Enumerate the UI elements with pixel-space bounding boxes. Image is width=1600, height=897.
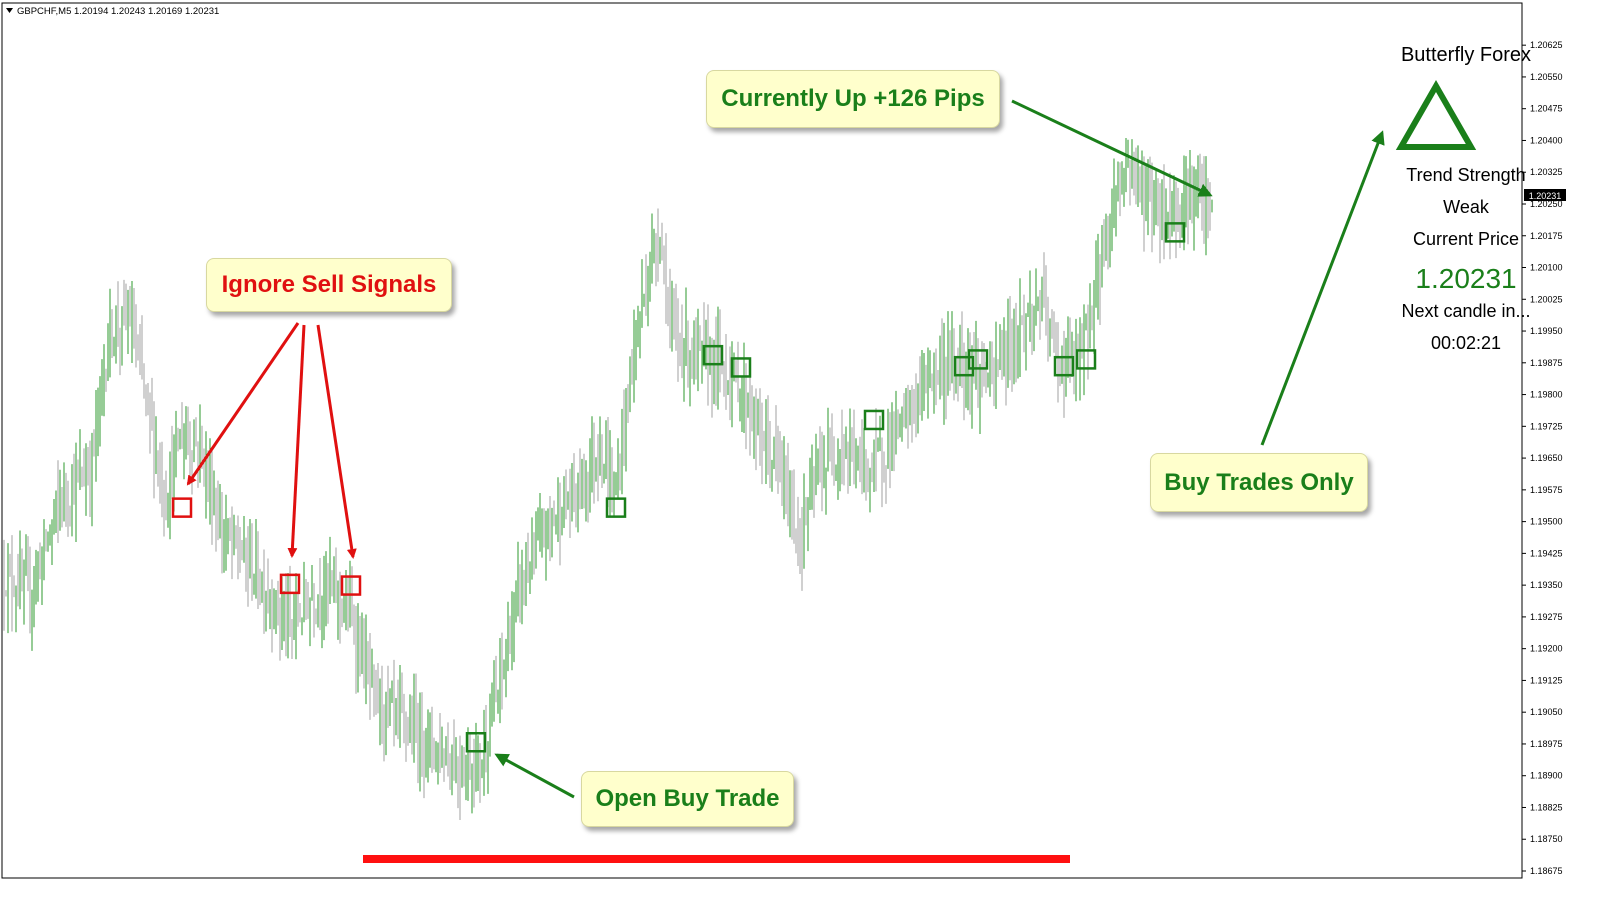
sell-signal-marker [340,575,362,596]
buy-arrow-current [1011,99,1213,197]
buy-signal-marker [1053,355,1075,377]
y-tick-label: 1.19050 [1530,707,1563,717]
y-tick-label: 1.18975 [1530,739,1563,749]
y-tick-label: 1.19725 [1530,421,1563,431]
sell-arrow-1 [186,322,300,486]
price-axis: 1.20625 1.20550 1.20475 1.20400 1.20325 1.202… [1522,40,1563,876]
y-tick-label: 1.18675 [1530,866,1563,876]
currently-up-callout: Currently Up +126 Pips [706,70,1000,128]
y-tick-label: 1.20475 [1530,104,1563,114]
trend-strength-label: Trend Strength [1406,165,1526,185]
buy-only-callout: Buy Trades Only [1150,453,1368,512]
buy-arrow-only [1260,130,1385,446]
chevron-down-icon[interactable] [6,8,13,13]
ignore-sell-callout: Ignore Sell Signals [206,258,452,312]
y-tick-label: 1.20400 [1530,135,1563,145]
annotation-arrows [186,99,1385,799]
panel-title: Butterfly Forex [1400,44,1532,66]
y-tick-label: 1.20100 [1530,263,1563,273]
y-tick-label: 1.19950 [1530,326,1563,336]
open-buy-callout: Open Buy Trade [581,771,794,827]
y-tick-label: 1.20175 [1530,231,1563,241]
y-tick-label: 1.19500 [1530,517,1563,527]
symbol-header: GBPCHF,M5 1.20194 1.20243 1.20169 1.2023… [17,6,219,17]
y-tick-label: 1.18900 [1530,771,1563,781]
buy-signal-marker [605,497,627,518]
y-tick-label: 1.20025 [1530,294,1563,304]
next-candle-label: Next candle in... [1401,301,1531,321]
currently-up-text: Currently Up +126 Pips [721,85,985,112]
y-tick-label: 1.20550 [1530,72,1563,82]
header: GBPCHF,M5 1.20194 1.20243 1.20169 1.2023… [6,6,219,17]
buy-only-text: Buy Trades Only [1164,468,1354,496]
y-tick-label: 1.19575 [1530,485,1563,495]
sell-signal-marker [171,497,193,518]
trend-up-triangle-icon [1395,79,1477,150]
y-tick-label: 1.18825 [1530,802,1563,812]
y-tick-label: 1.18750 [1530,834,1563,844]
sell-signal-marker [279,573,301,595]
current-price-value: 1.20231 [1415,263,1517,294]
y-tick-label: 1.19875 [1530,358,1563,368]
y-tick-label: 1.19125 [1530,675,1563,685]
sell-arrow-3 [316,324,357,559]
buy-signal-marker [1075,349,1097,370]
y-tick-label: 1.19650 [1530,453,1563,463]
y-tick-label: 1.20325 [1530,167,1563,177]
y-tick-label: 1.19275 [1530,612,1563,622]
buy-signal-marker [465,732,487,753]
trend-strength-value: Weak [1443,197,1489,217]
y-tick-label: 1.19350 [1530,580,1563,590]
current-price-label: Current Price [1412,229,1520,249]
buy-arrow-open [494,753,575,799]
buy-signal-marker [702,344,724,366]
sell-arrow-2 [287,324,306,558]
y-tick-label: 1.20625 [1530,40,1563,50]
signal-markers [171,222,1186,753]
y-tick-label: 1.19200 [1530,644,1563,654]
y-tick-label: 1.20250 [1530,199,1563,209]
ignore-sell-text: Ignore Sell Signals [221,271,437,298]
buy-signal-marker [967,349,989,370]
buy-signal-marker [1164,222,1186,243]
y-tick-label: 1.19800 [1530,390,1563,400]
y-tick-label: 1.19425 [1530,548,1563,558]
open-buy-text: Open Buy Trade [595,785,780,812]
buy-signal-marker [863,409,885,431]
countdown-timer: 00:02:21 [1430,333,1502,353]
buy-signal-marker [730,357,752,378]
current-price-tag: 1.20231 [1524,189,1566,201]
current-price-tag-text: 1.20231 [1529,191,1562,201]
buy-signal-marker [953,355,975,377]
